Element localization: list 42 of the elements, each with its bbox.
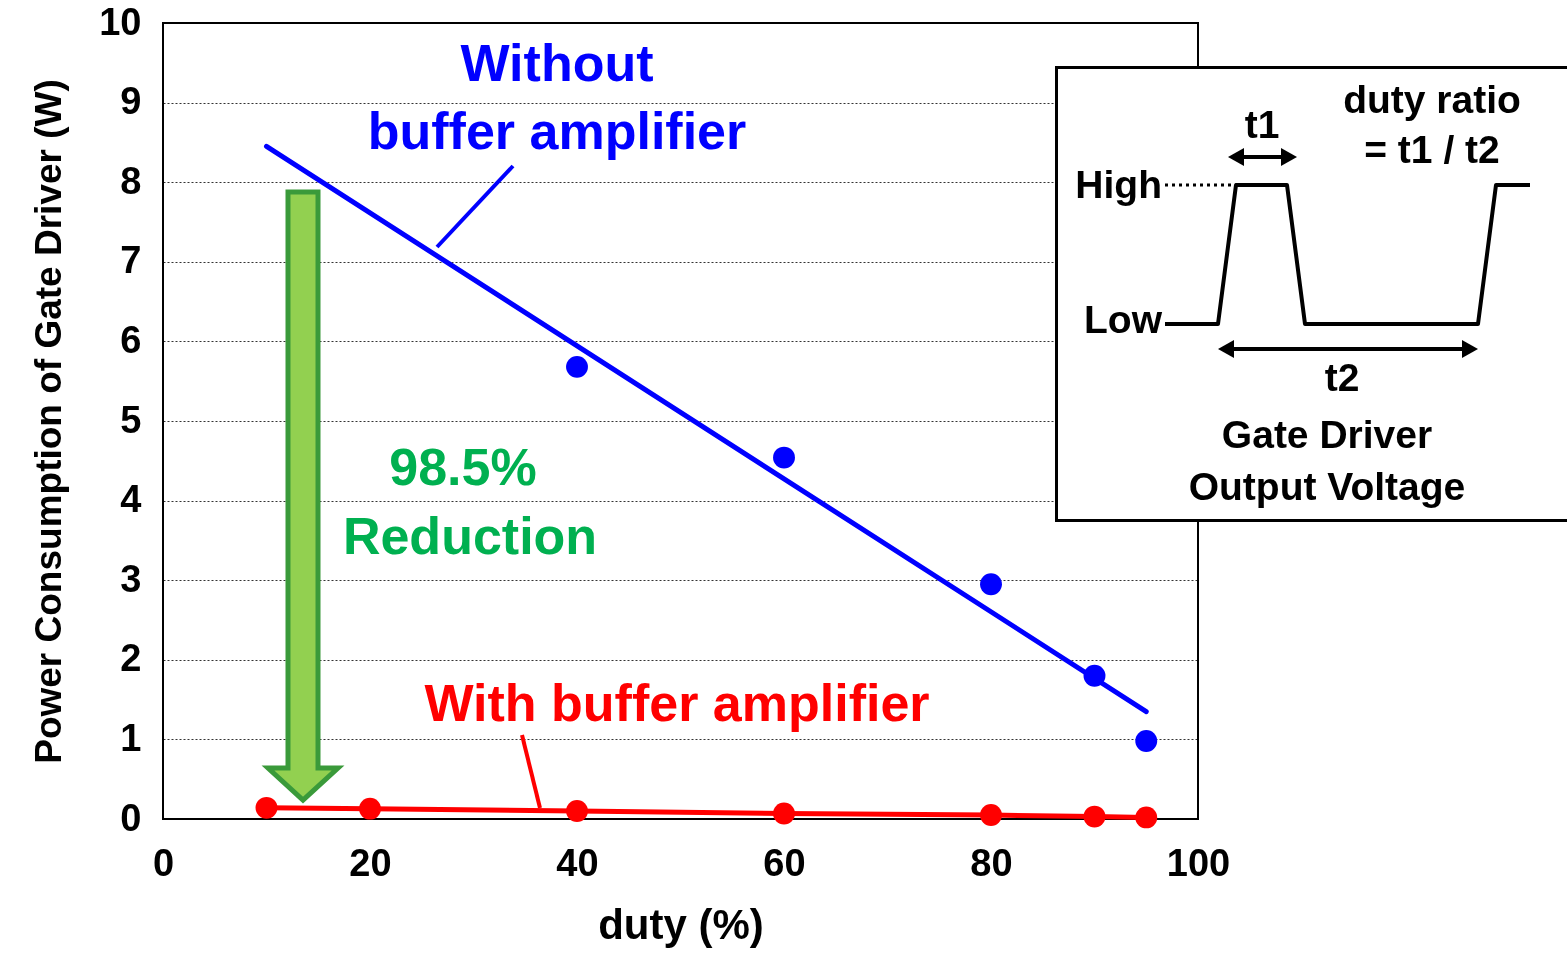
y-tick-label: 9 <box>120 80 142 123</box>
x-tick-label: 100 <box>1166 841 1231 884</box>
y-tick-label: 1 <box>120 716 142 759</box>
text: = t1 / t2 <box>1364 127 1500 171</box>
y-tick-label: 4 <box>120 478 142 521</box>
text: Without buffer amplifier <box>367 34 747 160</box>
y-tick-label: 5 <box>120 398 142 441</box>
y-tick-label: 0 <box>120 796 142 839</box>
text: t2 <box>1324 355 1360 399</box>
y-tick-label: 2 <box>120 637 142 680</box>
point <box>1083 805 1106 828</box>
text: Gate Driver <box>1221 412 1433 456</box>
x-tick-label: 80 <box>970 841 1013 884</box>
y-tick-label: 6 <box>120 318 142 361</box>
x-tick-label: 0 <box>152 841 175 884</box>
point <box>773 446 795 469</box>
annotation: 98.5% <box>389 438 537 496</box>
point <box>1135 806 1158 829</box>
text: duty ratio <box>1343 77 1521 121</box>
point <box>566 800 588 822</box>
annotation: High <box>1075 162 1162 206</box>
x-tick-label: 20 <box>349 841 392 884</box>
annotation: Reduction <box>342 507 598 565</box>
x-tick-label: 40 <box>556 841 599 884</box>
point <box>255 796 278 819</box>
point <box>980 804 1002 826</box>
y-axis-title: Power Consumption of Gate Driver (W) <box>28 79 70 764</box>
y-tick-label: 10 <box>99 0 142 43</box>
point <box>980 573 1002 596</box>
text: t1 <box>1244 102 1280 146</box>
x-tick-label: 60 <box>763 841 806 884</box>
y-tick-label: 7 <box>120 239 142 282</box>
annotation: Low <box>1084 297 1162 341</box>
y-tick-label: 8 <box>120 159 142 202</box>
point <box>773 802 795 825</box>
y-tick-label: 3 <box>120 557 142 600</box>
x-axis-title: duty (%) <box>598 900 764 948</box>
point <box>359 797 381 820</box>
point <box>566 355 588 378</box>
series-label: With buffer amplifier <box>424 674 930 732</box>
point <box>1135 730 1158 752</box>
annotation: Output Voltage <box>1188 464 1466 508</box>
